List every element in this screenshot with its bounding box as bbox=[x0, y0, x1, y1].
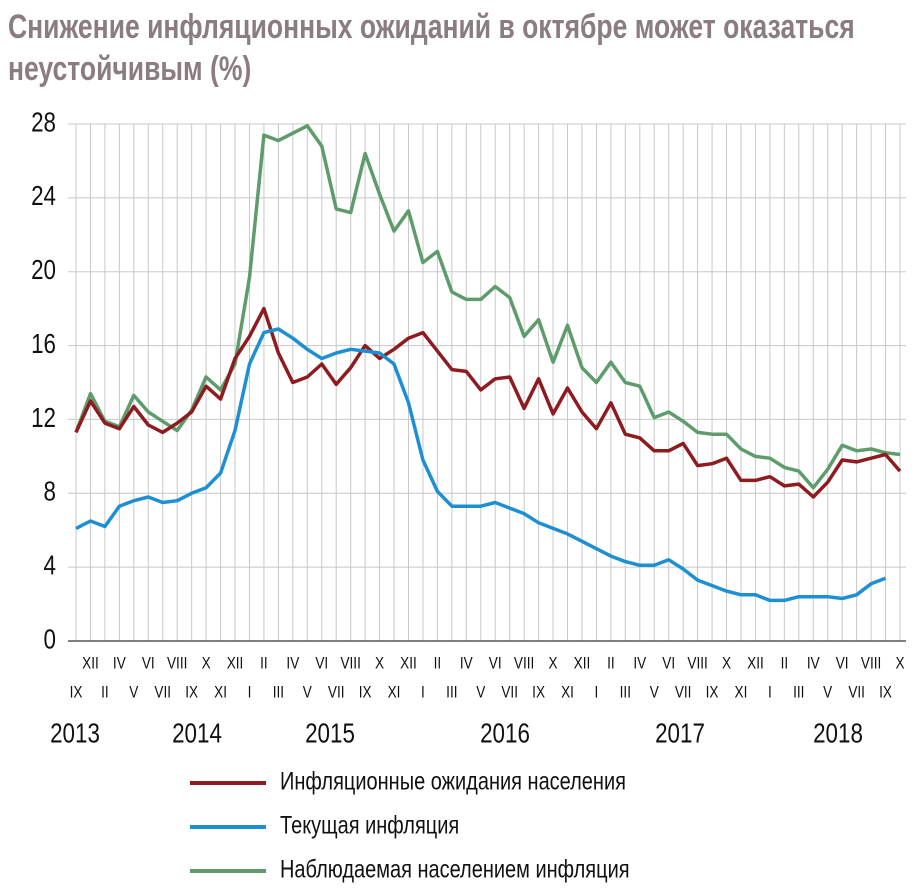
x-tick-label: II bbox=[101, 683, 109, 702]
x-tick-label: I bbox=[768, 683, 772, 702]
x-tick-label: VIII bbox=[861, 654, 881, 673]
x-tick-label: IX bbox=[706, 683, 719, 702]
y-tick-label: 24 bbox=[31, 181, 56, 212]
x-tick-label: X bbox=[202, 654, 211, 673]
x-tick-label: IV bbox=[460, 654, 473, 673]
x-tick-label: VII bbox=[848, 683, 865, 702]
y-tick-label: 8 bbox=[44, 476, 56, 507]
x-tick-label: IX bbox=[185, 683, 198, 702]
x-tick-label: I bbox=[421, 683, 425, 702]
x-tick-label: VII bbox=[675, 683, 692, 702]
x-tick-label: VIII bbox=[514, 654, 534, 673]
x-tick-label: XI bbox=[735, 683, 748, 702]
y-tick-label: 12 bbox=[31, 403, 56, 434]
x-tick-label: XII bbox=[227, 654, 244, 673]
x-tick-label: IX bbox=[359, 683, 372, 702]
x-tick-label: V bbox=[476, 683, 486, 702]
series-line bbox=[74, 306, 902, 499]
x-tick-label: VI bbox=[662, 654, 675, 673]
y-tick-label: 20 bbox=[31, 255, 56, 286]
x-tick-label: IV bbox=[807, 654, 820, 673]
x-tick-label: II bbox=[607, 654, 615, 673]
x-tick-label: VI bbox=[836, 654, 849, 673]
x-tick-label: II bbox=[781, 654, 789, 673]
x-tick-label: XII bbox=[82, 654, 99, 673]
x-tick-label: X bbox=[375, 654, 384, 673]
year-label: 2013 bbox=[50, 718, 100, 749]
x-tick-label: IV bbox=[286, 654, 299, 673]
x-tick-label: V bbox=[303, 683, 313, 702]
x-tick-label: VI bbox=[489, 654, 502, 673]
x-tick-label: IX bbox=[70, 683, 83, 702]
x-tick-label: II bbox=[260, 654, 268, 673]
x-tick-label: X bbox=[549, 654, 558, 673]
year-label: 2017 bbox=[655, 718, 705, 749]
x-tick-label: IX bbox=[879, 683, 892, 702]
x-tick-label: V bbox=[129, 683, 139, 702]
legend-label: Текущая инфляция bbox=[280, 812, 459, 840]
year-label: 2014 bbox=[172, 718, 222, 749]
x-tick-label: IX bbox=[532, 683, 545, 702]
x-tick-label: VIII bbox=[167, 654, 187, 673]
year-label: 2015 bbox=[305, 718, 355, 749]
y-tick-label: 16 bbox=[31, 329, 56, 360]
x-tick-label: III bbox=[620, 683, 631, 702]
x-tick-label: VI bbox=[315, 654, 328, 673]
x-tick-label: I bbox=[248, 683, 252, 702]
y-tick-label: 0 bbox=[44, 624, 56, 655]
x-tick-label: VI bbox=[142, 654, 155, 673]
x-tick-label: IV bbox=[633, 654, 646, 673]
x-tick-label: VIII bbox=[340, 654, 360, 673]
x-tick-label: XII bbox=[400, 654, 417, 673]
x-tick-label: X bbox=[895, 654, 904, 673]
x-tick-label: III bbox=[446, 683, 457, 702]
x-tick-label: XI bbox=[214, 683, 227, 702]
legend-label: Наблюдаемая населением инфляция bbox=[280, 856, 630, 884]
x-tick-label: III bbox=[273, 683, 284, 702]
series-line bbox=[75, 327, 887, 603]
x-tick-label: VII bbox=[328, 683, 345, 702]
year-label: 2018 bbox=[813, 718, 863, 749]
x-tick-label: V bbox=[823, 683, 833, 702]
x-tick-label: VII bbox=[501, 683, 518, 702]
x-tick-label: XII bbox=[574, 654, 591, 673]
x-tick-label: IV bbox=[113, 654, 126, 673]
x-tick-label: II bbox=[434, 654, 442, 673]
x-tick-label: III bbox=[793, 683, 804, 702]
x-tick-label: V bbox=[650, 683, 660, 702]
x-tick-label: VII bbox=[154, 683, 171, 702]
y-tick-label: 28 bbox=[31, 107, 56, 138]
x-tick-label: XII bbox=[747, 654, 764, 673]
year-label: 2016 bbox=[480, 718, 530, 749]
legend-label: Инфляционные ожидания населения bbox=[280, 768, 626, 796]
chart-title: Снижение инфляционных ожиданий в октябре… bbox=[8, 8, 855, 88]
x-tick-label: X bbox=[722, 654, 731, 673]
x-tick-label: XI bbox=[561, 683, 574, 702]
y-tick-label: 4 bbox=[44, 550, 56, 581]
x-tick-label: VIII bbox=[687, 654, 707, 673]
x-tick-label: I bbox=[595, 683, 599, 702]
x-tick-label: XI bbox=[388, 683, 401, 702]
series-line bbox=[74, 124, 901, 490]
